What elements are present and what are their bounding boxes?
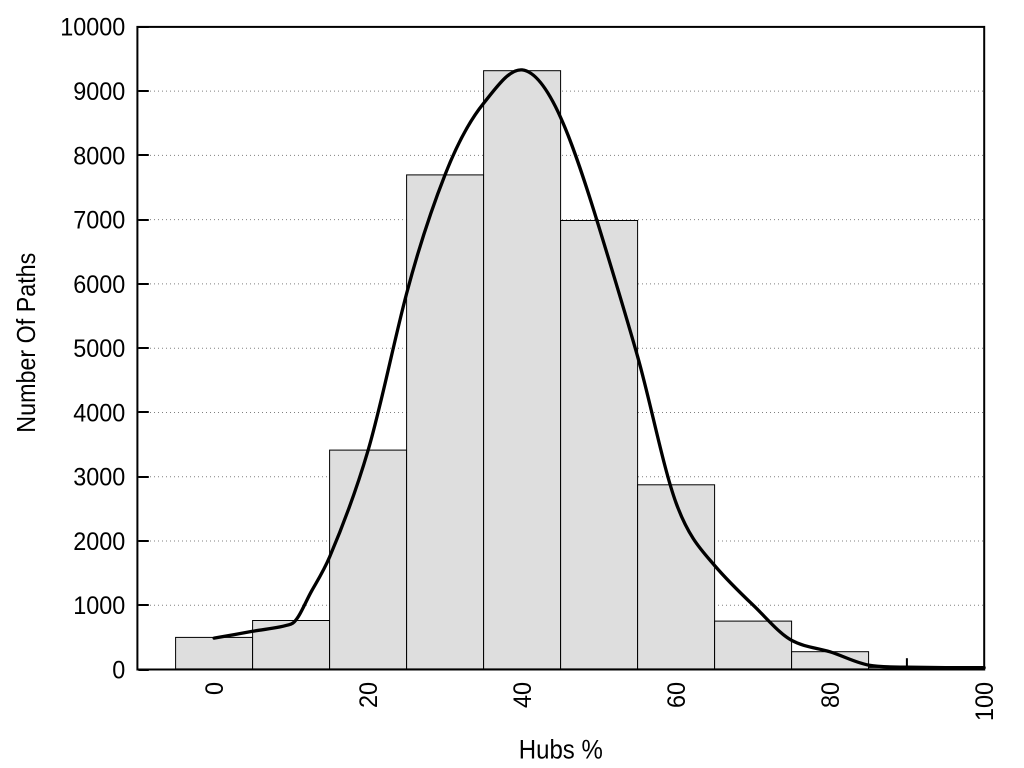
svg-text:5000: 5000 (73, 335, 125, 363)
svg-text:40: 40 (509, 682, 537, 708)
svg-text:7000: 7000 (73, 207, 125, 235)
svg-text:0: 0 (201, 682, 229, 695)
svg-text:4000: 4000 (73, 399, 125, 427)
svg-text:2000: 2000 (73, 528, 125, 556)
svg-text:3000: 3000 (73, 464, 125, 492)
svg-text:20: 20 (355, 682, 383, 708)
svg-text:10000: 10000 (60, 14, 125, 42)
svg-text:0: 0 (112, 657, 125, 685)
svg-text:Number Of Paths: Number Of Paths (11, 253, 41, 433)
svg-text:1000: 1000 (73, 592, 125, 620)
svg-text:100: 100 (971, 682, 999, 721)
svg-text:6000: 6000 (73, 271, 125, 299)
svg-text:60: 60 (663, 682, 691, 708)
svg-text:9000: 9000 (73, 78, 125, 106)
svg-text:80: 80 (817, 682, 845, 708)
svg-text:8000: 8000 (73, 142, 125, 170)
svg-text:Hubs %: Hubs % (519, 734, 603, 764)
